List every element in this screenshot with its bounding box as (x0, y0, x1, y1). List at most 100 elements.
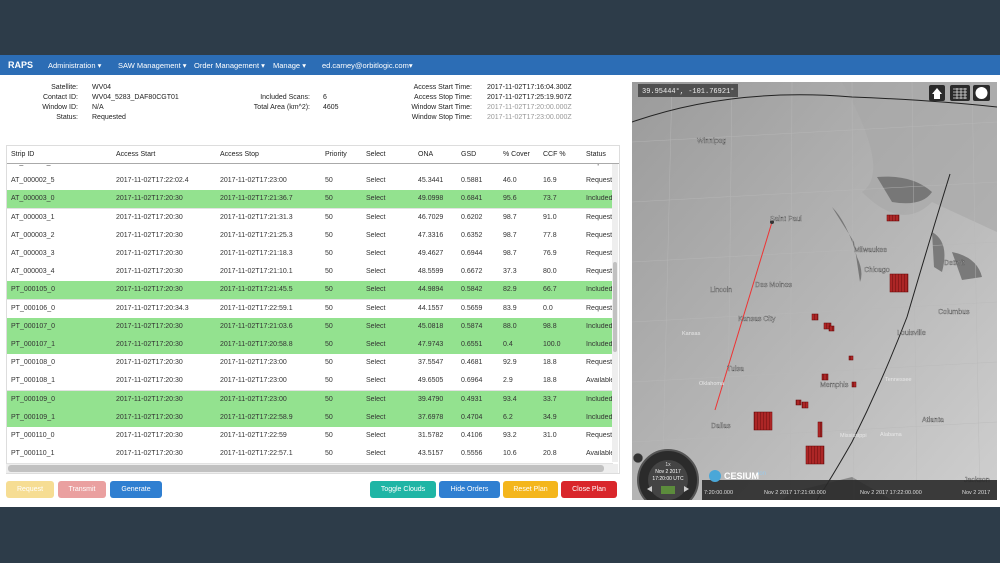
vertical-scrollbar[interactable] (612, 162, 618, 462)
map-label: Detroit (944, 260, 965, 267)
table-row[interactable]: PT_000107_1 2017-11-02T17:20:30 2017-11-02… (7, 336, 613, 355)
info-label: Status: (56, 114, 78, 121)
table-cell: 48.5599 (418, 268, 444, 276)
select-link[interactable]: Select (366, 450, 386, 458)
select-link[interactable]: Select (366, 195, 386, 203)
table-cell: 2017-11-02T17:21:36.7 (220, 195, 293, 203)
select-link[interactable]: Select (366, 322, 386, 330)
table-row[interactable]: PT_000106_0 2017-11-02T17:20:34.3 2017-11-… (7, 299, 613, 319)
table-cell: 98.7 (503, 213, 517, 221)
table-cell: 50 (325, 377, 333, 385)
select-link[interactable]: Select (366, 268, 386, 276)
table-cell: 2017-11-02T17:21:10.1 (220, 268, 293, 276)
table-cell: 100.0 (543, 341, 561, 348)
table-cell: PT_000109_0 (11, 395, 55, 403)
table-row[interactable]: PT_000105_0 2017-11-02T17:20:30 2017-11-02… (7, 281, 613, 301)
table-row[interactable]: PT_000109_1 2017-11-02T17:20:30 2017-11-02… (7, 408, 613, 428)
select-link[interactable]: Select (366, 377, 386, 385)
button[interactable]: Generate (110, 481, 162, 498)
table-row[interactable]: PT_000108_0 2017-11-02T17:20:30 2017-11-02… (7, 354, 613, 374)
select-link[interactable]: Select (366, 304, 386, 312)
table-cell: 2017-11-02T17:21:45.5 (220, 286, 293, 294)
table-cell: 2017-11-02T17:20:30 (116, 231, 183, 239)
table-row[interactable]: AT_000003_3 2017-11-02T17:20:30 2017-11-02… (7, 245, 613, 264)
select-link[interactable]: Select (366, 432, 386, 439)
column-header[interactable]: Strip ID (11, 151, 35, 158)
table-cell: 37.3 (503, 268, 517, 276)
table-cell: 80.0 (543, 268, 557, 276)
select-link[interactable]: Select (366, 213, 386, 221)
column-header[interactable]: Access Stop (220, 151, 259, 158)
map-label: Tulsa (727, 366, 744, 373)
info-label: Window ID: (42, 104, 78, 111)
nav-item[interactable]: Administration (48, 61, 101, 70)
nav-item[interactable]: Order Management (194, 61, 265, 70)
select-link[interactable]: Select (366, 286, 386, 294)
button[interactable]: Request (6, 481, 54, 498)
column-header[interactable]: Select (366, 151, 386, 158)
info-label: Access Stop Time: (414, 94, 472, 101)
horizontal-scrollbar[interactable] (6, 464, 618, 473)
map-label: Lincoln (710, 287, 732, 294)
select-link[interactable]: Select (366, 231, 386, 239)
map-label: Kansas (682, 331, 701, 337)
column-header[interactable]: GSD (461, 151, 477, 158)
button[interactable]: Close Plan (561, 481, 617, 498)
table-row[interactable]: AT_000002_5 2017-11-02T17:22:02.4 2017-11-… (7, 172, 613, 192)
table-row[interactable]: AT_000003_0 2017-11-02T17:20:30 2017-11-02… (7, 190, 613, 210)
select-link[interactable]: Select (366, 341, 386, 348)
button[interactable]: Hide Orders (439, 481, 500, 498)
table-row[interactable]: AT_000003_4 2017-11-02T17:20:30 2017-11-02… (7, 263, 613, 283)
timeline-label: Nov 2 2017 (962, 490, 990, 496)
select-link[interactable]: Select (366, 413, 386, 421)
map-label: Columbus (938, 309, 970, 316)
table-cell: Available (586, 377, 615, 385)
timeline-label: 7:20:00.000 (704, 490, 733, 496)
brand[interactable]: RAPS (8, 60, 34, 70)
table-cell: 0.6944 (461, 250, 483, 257)
table-row[interactable]: PT_000108_1 2017-11-02T17:20:30 2017-11-02… (7, 372, 615, 392)
column-header[interactable]: ONA (418, 151, 434, 158)
table-cell: 77.8 (543, 231, 557, 239)
table-cell: 0.5556 (461, 450, 483, 458)
table-cell: 0.6202 (461, 213, 483, 221)
button[interactable]: Transmit (58, 481, 106, 498)
table-row[interactable]: PT_000110_1 2017-11-02T17:20:30 2017-11-02… (7, 445, 614, 465)
button[interactable]: Reset Plan (503, 481, 558, 498)
table-cell: AT_000003_1 (11, 213, 55, 221)
select-link[interactable]: Select (366, 177, 386, 185)
table-cell: PT_000107_1 (11, 341, 55, 348)
map-view[interactable]: Winnipeg Saint Paul Milwaukee Chicago Detroi… (632, 82, 997, 500)
table-cell: 49.4627 (418, 250, 444, 257)
column-header[interactable]: Status (586, 151, 606, 158)
navbar: RAPS Administration SAW Management Order M… (0, 55, 1000, 75)
table-row[interactable]: PT_000109_0 2017-11-02T17:20:30 2017-11-02… (7, 390, 613, 410)
table-cell: 50 (325, 341, 333, 348)
table-cell: AT_000003_3 (11, 250, 55, 257)
nav-item[interactable]: Manage (273, 61, 306, 70)
table-cell: 45.3441 (418, 177, 444, 185)
info-label: Total Area (km^2): (253, 104, 310, 111)
nav-item[interactable]: ed.carney@orbitlogic.com (322, 61, 413, 70)
column-header[interactable]: % Cover (503, 151, 530, 158)
table-row[interactable]: PT_000110_0 2017-11-02T17:20:30 2017-11-02… (7, 427, 613, 446)
select-link[interactable]: Select (366, 250, 386, 257)
cesium-ion: ion (758, 471, 766, 477)
table-row[interactable]: PT_000107_0 2017-11-02T17:20:30 2017-11-02… (7, 317, 613, 337)
strip-table: AT_000002_42017-11-02T17:21:59.92017-11-… (6, 145, 620, 474)
column-header[interactable]: Access Start (116, 151, 156, 158)
select-link[interactable]: Select (366, 395, 386, 403)
table-cell: 6.2 (503, 413, 513, 421)
table-cell: 2017-11-02T17:22:58.9 (220, 413, 293, 421)
column-header[interactable]: CCF % (543, 151, 566, 158)
table-row[interactable]: AT_000003_2 2017-11-02T17:20:30 2017-11-02… (7, 226, 613, 246)
table-cell: 50 (325, 195, 333, 203)
table-cell: 2017-11-02T17:20:30 (116, 395, 183, 403)
button[interactable]: Toggle Clouds (370, 481, 436, 498)
nav-item[interactable]: SAW Management (118, 61, 187, 70)
table-cell: 47.9743 (418, 341, 444, 348)
table-row[interactable]: AT_000003_1 2017-11-02T17:20:30 2017-11-02… (7, 208, 613, 228)
column-header[interactable]: Priority (325, 151, 347, 158)
table-cell: 93.4 (503, 395, 517, 403)
select-link[interactable]: Select (366, 359, 386, 367)
